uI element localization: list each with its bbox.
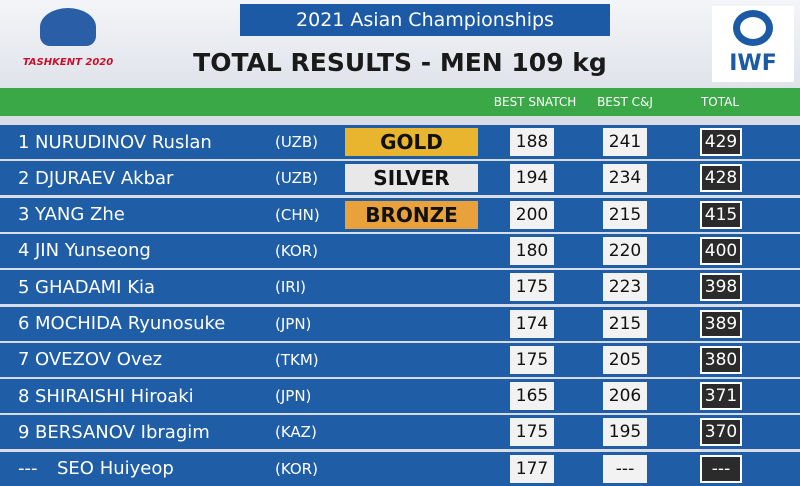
total: 428	[700, 164, 742, 193]
column-header: BEST SNATCH	[493, 95, 577, 109]
medal: BRONZE	[345, 200, 478, 229]
snatch: 174	[510, 309, 554, 338]
total: 389	[700, 309, 742, 338]
nation: (KAZ)	[275, 423, 317, 442]
snatch: 175	[510, 273, 554, 302]
logo-left: TASHKENT 2020	[22, 57, 114, 68]
row: 6 MOCHIDA Ryunosuke (JPN) 174 215 389	[0, 306, 800, 341]
snatch: 177	[510, 454, 554, 483]
row: 1 NURUDINOV Ruslan (UZB) GOLD 188 241 429	[0, 125, 800, 159]
rank: 1	[18, 131, 30, 153]
nation: (UZB)	[275, 133, 318, 151]
total: 370	[700, 418, 742, 447]
snatch: 175	[510, 345, 554, 374]
total: 400	[700, 236, 742, 265]
nation: (JPN)	[275, 387, 312, 406]
row: 3 YANG Zhe (CHN) BRONZE 200 215 415	[0, 197, 800, 232]
rank: 5	[18, 276, 30, 298]
nation: (TKM)	[275, 350, 319, 369]
nation: (JPN)	[275, 314, 312, 333]
column-header: BEST C&J	[597, 95, 653, 109]
clean-jerk: 220	[603, 236, 647, 265]
nation: (KOR)	[275, 459, 318, 478]
athlete-name: DJURAEV Akbar	[35, 167, 174, 189]
snatch: 188	[510, 128, 554, 156]
athlete-name: GHADAMI Kia	[35, 276, 156, 298]
athlete-name: YANG Zhe	[35, 204, 125, 226]
rank: ---	[18, 458, 38, 480]
rank: 6	[18, 313, 30, 334]
clean-jerk: 206	[603, 382, 647, 411]
clean-jerk: 205	[603, 345, 647, 374]
medal: GOLD	[345, 128, 478, 156]
rank: 4	[18, 240, 30, 262]
clean-jerk: 223	[603, 273, 647, 302]
rank: 8	[18, 385, 30, 407]
nation: (CHN)	[275, 205, 320, 224]
total: 371	[700, 382, 742, 411]
clean-jerk: 215	[603, 200, 647, 229]
athlete-name: SEO Huiyeop	[57, 458, 174, 480]
column-bar	[0, 88, 800, 116]
snatch: 165	[510, 382, 554, 411]
clean-jerk: ---	[603, 454, 647, 483]
total: 415	[700, 200, 742, 229]
total: 429	[700, 128, 742, 156]
row: --- SEO Huiyeop (KOR) 177 --- ---	[0, 451, 800, 486]
nation: (IRI)	[275, 278, 306, 297]
athlete-name: OVEZOV Ovez	[35, 349, 163, 371]
athlete-name: BERSANOV Ibragim	[35, 421, 210, 443]
snatch: 175	[510, 418, 554, 447]
snatch: 180	[510, 236, 554, 265]
row: 2 DJURAEV Akbar (UZB) SILVER 194 234 428	[0, 161, 800, 196]
athlete-name: JIN Yunseong	[35, 240, 151, 262]
rank: 9	[18, 421, 30, 443]
row: 4 JIN Yunseong (KOR) 180 220 400	[0, 233, 800, 268]
column-header: TOTAL	[700, 95, 740, 109]
clean-jerk: 241	[603, 128, 647, 156]
athlete-name: SHIRAISHI Hiroaki	[35, 385, 194, 407]
snatch: 194	[510, 164, 554, 193]
nation: (KOR)	[275, 241, 318, 260]
athlete-name: MOCHIDA Ryunosuke	[35, 313, 226, 334]
row: 8 SHIRAISHI Hiroaki (JPN) 165 206 371	[0, 379, 800, 414]
row: 9 BERSANOV Ibragim (KAZ) 175 195 370	[0, 415, 800, 450]
athlete-name: NURUDINOV Ruslan	[35, 131, 212, 153]
clean-jerk: 215	[603, 309, 647, 338]
rank: 2	[18, 167, 30, 189]
clean-jerk: 234	[603, 164, 647, 193]
row: 7 OVEZOV Ovez (TKM) 175 205 380	[0, 342, 800, 377]
total: 380	[700, 345, 742, 374]
logo-ring	[733, 10, 773, 46]
nation: (UZB)	[275, 169, 318, 188]
logo-emblem	[40, 8, 96, 46]
title: TOTAL RESULTS - MEN 109 kg	[193, 47, 607, 77]
total: 398	[700, 273, 742, 302]
rank: 7	[18, 349, 30, 371]
rank: 3	[18, 204, 30, 226]
event-name: 2021 Asian Championships	[240, 4, 610, 36]
medal: SILVER	[345, 164, 478, 193]
row: 5 GHADAMI Kia (IRI) 175 223 398	[0, 270, 800, 305]
total: ---	[700, 454, 742, 483]
snatch: 200	[510, 200, 554, 229]
clean-jerk: 195	[603, 418, 647, 447]
